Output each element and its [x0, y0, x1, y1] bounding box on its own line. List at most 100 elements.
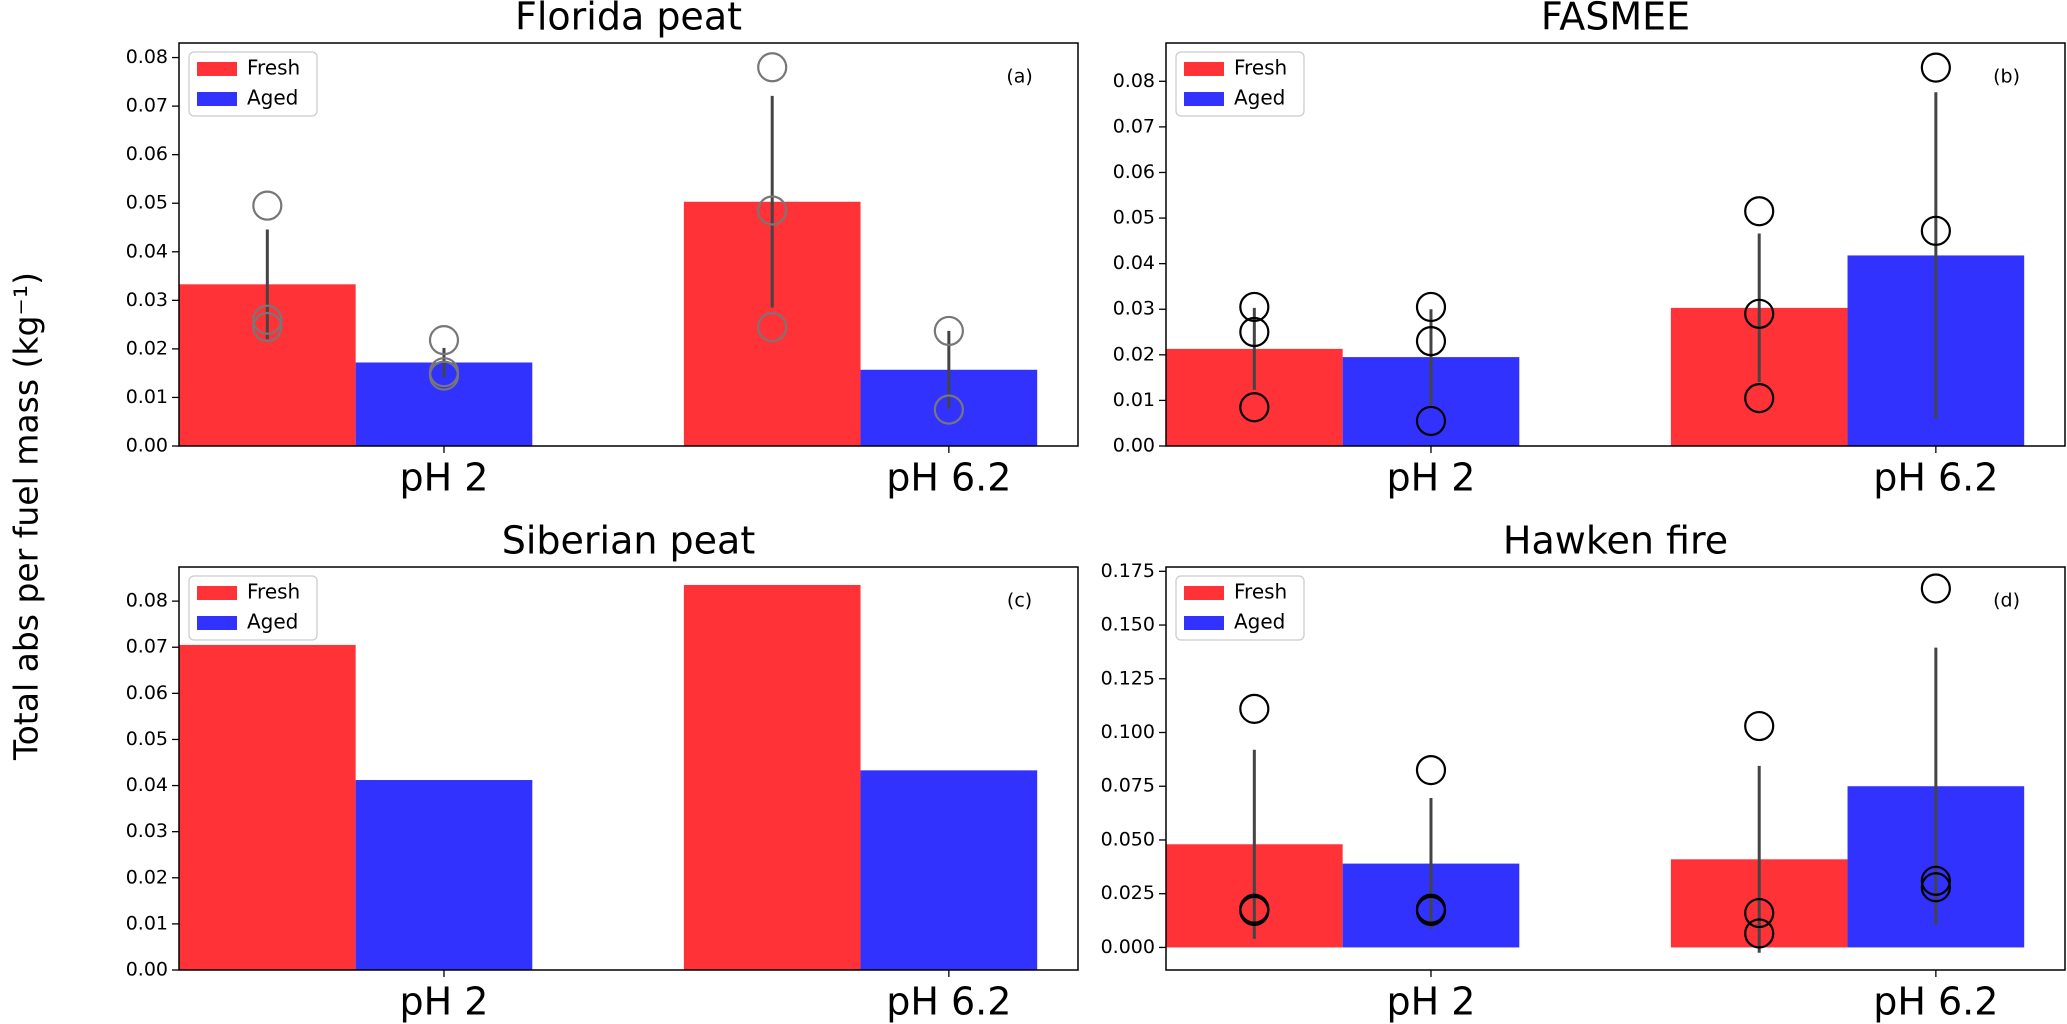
legend-label: Aged [247, 86, 298, 110]
y-tick-label: 0.025 [1101, 882, 1155, 904]
legend-label: Fresh [1234, 580, 1287, 604]
x-tick-label: pH 6.2 [1873, 456, 1998, 500]
data-point [1239, 291, 1270, 323]
y-tick-label: 0.00 [1113, 435, 1155, 457]
data-point [1744, 710, 1775, 742]
data-point [1920, 872, 1951, 903]
x-tick-label: pH 2 [400, 980, 489, 1024]
y-tick-label: 0.02 [126, 866, 168, 888]
y-tick-label: 0.08 [126, 46, 168, 68]
bar [860, 770, 1038, 970]
data-point [933, 394, 964, 425]
data-point [1415, 291, 1447, 323]
legend-label: Aged [1234, 610, 1285, 634]
y-tick-label: 0.00 [126, 435, 168, 457]
y-tick-label: 0.00 [126, 959, 168, 981]
data-point [757, 311, 788, 343]
axes-frame [178, 42, 1079, 447]
legend-swatch [197, 92, 237, 106]
y-tick-label: 0.07 [1113, 115, 1155, 137]
y-tick-label: 0.02 [1113, 343, 1155, 365]
data-point [1239, 392, 1270, 423]
data-point [1415, 326, 1447, 357]
panel-title: Siberian peat [502, 519, 756, 563]
y-tick-label: 0.04 [1113, 252, 1155, 274]
y-tick-label: 0.01 [126, 386, 168, 408]
y-tick-label: 0.04 [126, 774, 168, 796]
y-tick-label: 0.05 [126, 728, 168, 750]
legend-swatch [197, 616, 237, 630]
y-tick-label: 0.06 [1113, 161, 1155, 183]
legend-label: Fresh [247, 56, 300, 80]
axes-frame [178, 566, 1079, 971]
y-tick-label: 0.03 [1113, 298, 1155, 320]
legend-label: Fresh [1234, 56, 1287, 80]
axes-frame [1165, 566, 2066, 971]
bar [355, 780, 533, 970]
data-point [1415, 895, 1447, 926]
axes-frame [1165, 42, 2066, 447]
legend-swatch [1184, 616, 1224, 630]
data-point [252, 311, 283, 343]
panel-title: FASMEE [1541, 0, 1690, 39]
data-point [1239, 316, 1270, 348]
y-axis-label: Total abs per fuel mass (kg⁻¹) [7, 272, 46, 761]
bar [179, 644, 356, 970]
y-tick-label: 0.01 [126, 912, 168, 934]
data-point [1920, 215, 1951, 246]
legend-label: Aged [247, 610, 298, 634]
x-tick-label: pH 2 [1387, 456, 1476, 500]
data-point [1744, 897, 1775, 929]
y-tick-label: 0.02 [126, 337, 168, 359]
y-tick-label: 0.07 [126, 95, 168, 117]
data-point [1239, 895, 1270, 926]
bar [683, 584, 861, 970]
y-tick-label: 0.125 [1101, 667, 1155, 689]
data-point [252, 190, 283, 221]
panel-title: Florida peat [515, 0, 742, 39]
y-tick-label: 0.08 [126, 590, 168, 612]
legend-label: Fresh [247, 580, 300, 604]
y-tick-label: 0.000 [1101, 936, 1155, 958]
data-point [1744, 918, 1775, 949]
y-tick-label: 0.03 [126, 289, 168, 311]
legend-swatch [1184, 586, 1224, 600]
x-tick-label: pH 6.2 [886, 456, 1011, 500]
y-tick-label: 0.08 [1113, 70, 1155, 92]
legend-swatch [197, 62, 237, 76]
data-point [1920, 52, 1951, 83]
legend-swatch [1184, 92, 1224, 106]
panel-label: (c) [1007, 590, 1032, 612]
panel-title: Hawken fire [1503, 519, 1728, 563]
y-tick-label: 0.01 [1113, 389, 1155, 411]
data-point [757, 52, 788, 83]
y-tick-label: 0.100 [1101, 721, 1155, 743]
x-tick-label: pH 2 [400, 456, 489, 500]
panel-label: (b) [1993, 66, 2020, 88]
data-point [428, 325, 460, 356]
legend-label: Aged [1234, 86, 1285, 110]
data-point [428, 360, 460, 391]
data-point [252, 304, 283, 335]
y-tick-label: 0.075 [1101, 775, 1155, 797]
legend-swatch [1184, 62, 1224, 76]
y-tick-label: 0.150 [1101, 614, 1155, 636]
y-tick-label: 0.04 [126, 240, 168, 262]
x-tick-label: pH 6.2 [1873, 980, 1998, 1024]
y-tick-label: 0.06 [126, 682, 168, 704]
panel-label: (a) [1006, 66, 1032, 88]
data-point [1415, 755, 1447, 786]
panel-label: (d) [1993, 590, 2020, 612]
y-tick-label: 0.175 [1101, 560, 1155, 582]
data-point [1744, 196, 1775, 227]
legend-swatch [197, 586, 237, 600]
y-tick-label: 0.03 [126, 820, 168, 842]
x-tick-label: pH 6.2 [886, 980, 1011, 1024]
data-point [1415, 405, 1447, 437]
y-tick-label: 0.05 [1113, 207, 1155, 229]
data-point [757, 195, 788, 226]
data-point [1239, 693, 1270, 724]
data-point [1920, 865, 1951, 896]
data-point [1920, 573, 1951, 604]
